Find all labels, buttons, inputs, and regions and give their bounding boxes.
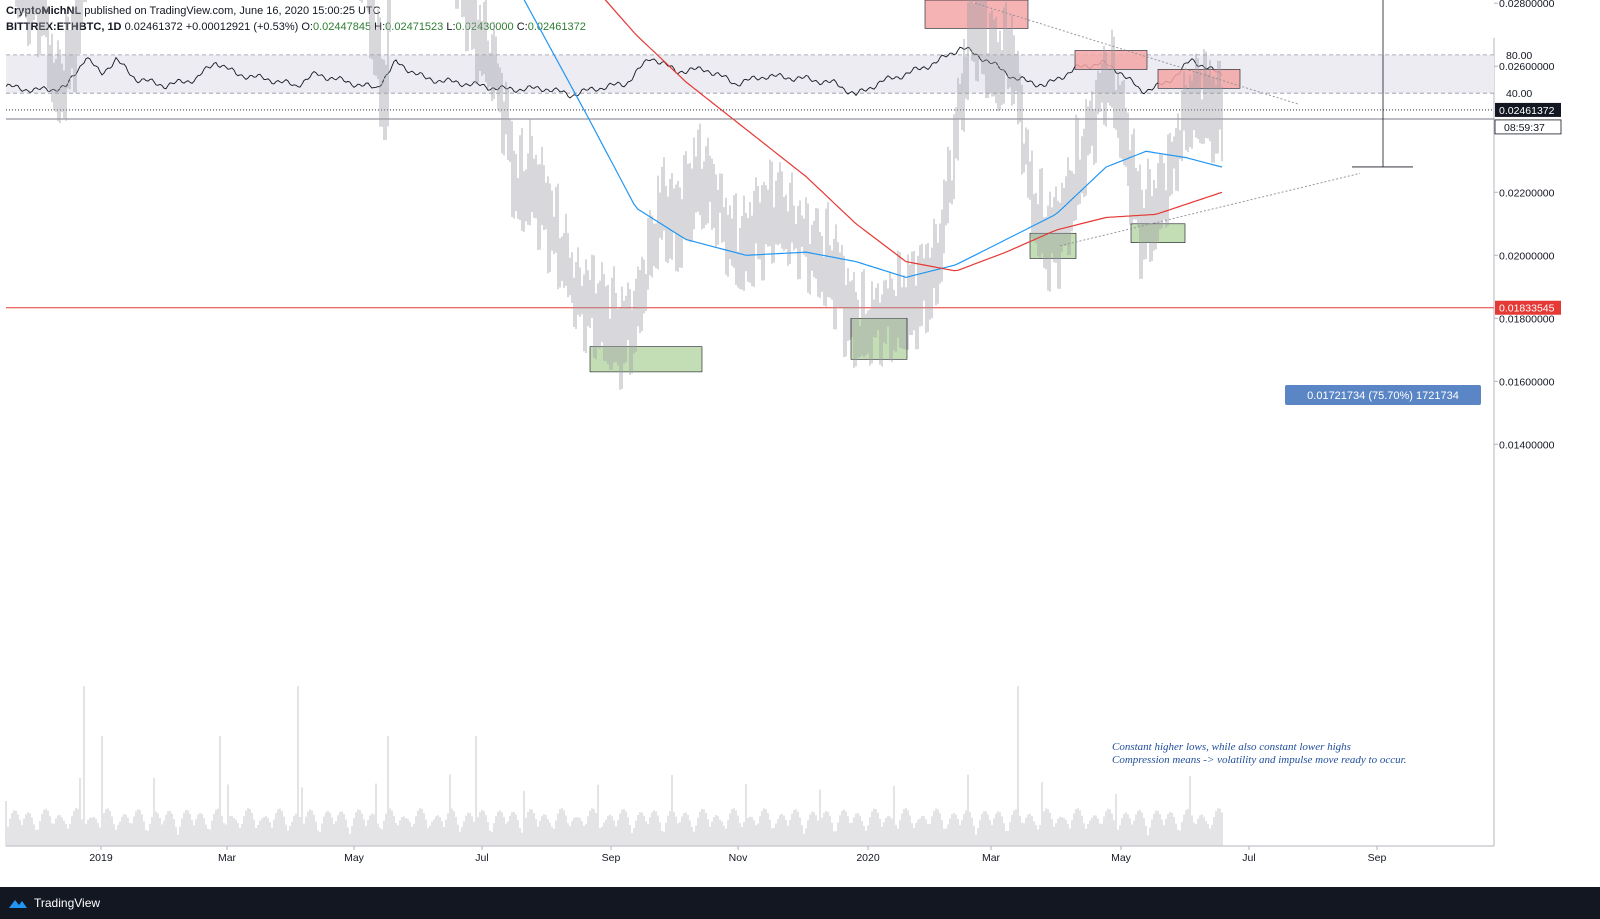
time-tick-label: Mar <box>982 852 1001 864</box>
price-tick-label: 0.02000000 <box>1499 250 1555 262</box>
support-zone <box>850 318 908 360</box>
countdown-bg <box>1494 119 1562 135</box>
symbol-name[interactable]: BITTREX:ETHBTC, 1D <box>6 21 122 33</box>
publish-info: published on TradingView.com, June 16, 2… <box>84 5 381 17</box>
price-tick-label: 0.01600000 <box>1499 376 1555 388</box>
rsi-pane <box>5 46 1494 99</box>
last-price: 0.02461372 <box>124 21 183 33</box>
volume-bars <box>5 686 1223 846</box>
footer-bar: TradingView <box>0 887 1600 919</box>
time-tick-label: May <box>344 852 365 864</box>
time-tick-label: 2020 <box>856 852 880 864</box>
open-label: O: <box>301 21 313 33</box>
publish-line: CryptoMichNL published on TradingView.co… <box>6 4 1594 18</box>
close-value: 0.02461372 <box>527 21 586 33</box>
price-tick-label: 0.02800000 <box>1499 0 1555 10</box>
resistance-zone <box>1157 69 1241 89</box>
lower-highs-trendline <box>974 2 1299 105</box>
ma-slow-line <box>604 0 1223 272</box>
price-axis[interactable]: 0.01400000 0.01600000 0.01800000 0.02000000… <box>1494 0 1562 451</box>
time-tick-label: May <box>1111 852 1132 864</box>
support-zone <box>589 346 703 373</box>
price-tick-label: 0.02600000 <box>1499 61 1555 73</box>
measure-label-bg <box>1285 385 1481 405</box>
rsi-tick-label: 80.00 <box>1506 50 1532 62</box>
support-zone <box>1029 232 1077 259</box>
price-tick-label: 0.01800000 <box>1499 313 1555 325</box>
current-price-label: 0.02461372 <box>1499 105 1555 117</box>
price-tick-label: 0.02200000 <box>1499 187 1555 199</box>
footer-brand[interactable]: TradingView <box>34 896 101 910</box>
rsi-tick-label: 40.00 <box>1506 88 1532 100</box>
low-label: L: <box>446 21 456 33</box>
time-axis[interactable]: 2019 Mar May Jul Sep Nov 2020 Mar May Jul Sep <box>89 846 1386 864</box>
ma-fast-line <box>523 0 1223 279</box>
current-price-bg <box>1495 102 1561 117</box>
countdown-label: 08:59:37 <box>1504 122 1545 134</box>
price-change: +0.00012921 (+0.53%) <box>185 21 299 33</box>
annotation-line-2: Compression means -> volatility and impu… <box>1112 754 1406 766</box>
time-tick-label: Jul <box>475 852 488 864</box>
time-tick-label: Jul <box>1242 852 1255 864</box>
chart-canvas[interactable]: 0.01721734 (75.70%) 1721734 0.014000000.… <box>0 0 1600 887</box>
close-label: C: <box>516 21 528 33</box>
annotation-line-1: Constant higher lows, while also constan… <box>1112 741 1351 753</box>
high-value: 0.02471523 <box>385 21 444 33</box>
rsi-band <box>6 54 1494 94</box>
chart-header: CryptoMichNL published on TradingView.co… <box>0 0 1600 38</box>
price-label-level_low: 0.01833545 <box>1499 303 1555 315</box>
price-label-bg <box>1495 300 1561 315</box>
moving-averages <box>523 0 1223 279</box>
price-tick-label: 0.01400000 <box>1499 439 1555 451</box>
resistance-zone <box>1074 50 1148 70</box>
resistance-zone <box>924 0 1029 29</box>
price-candles <box>15 0 1223 390</box>
time-tick-label: Mar <box>218 852 237 864</box>
grid <box>6 38 1495 847</box>
tradingview-logo-icon[interactable] <box>8 896 28 910</box>
author-name[interactable]: CryptoMichNL <box>6 5 82 17</box>
horizontal-levels <box>6 109 1494 309</box>
symbol-line: BITTREX:ETHBTC, 1D 0.02461372 +0.0001292… <box>6 20 1594 34</box>
time-tick-label: Sep <box>1368 852 1387 864</box>
rsi-line <box>5 46 1223 99</box>
time-tick-label: Sep <box>602 852 621 864</box>
time-tick-label: 2019 <box>89 852 113 864</box>
time-tick-label: Nov <box>729 852 748 864</box>
trendlines <box>974 2 1361 247</box>
measure-tool: 0.01721734 (75.70%) 1721734 <box>1285 0 1481 405</box>
measure-label: 0.01721734 (75.70%) 1721734 <box>1307 390 1459 402</box>
higher-lows-trendline <box>1059 172 1361 247</box>
open-value: 0.02447845 <box>312 21 372 33</box>
